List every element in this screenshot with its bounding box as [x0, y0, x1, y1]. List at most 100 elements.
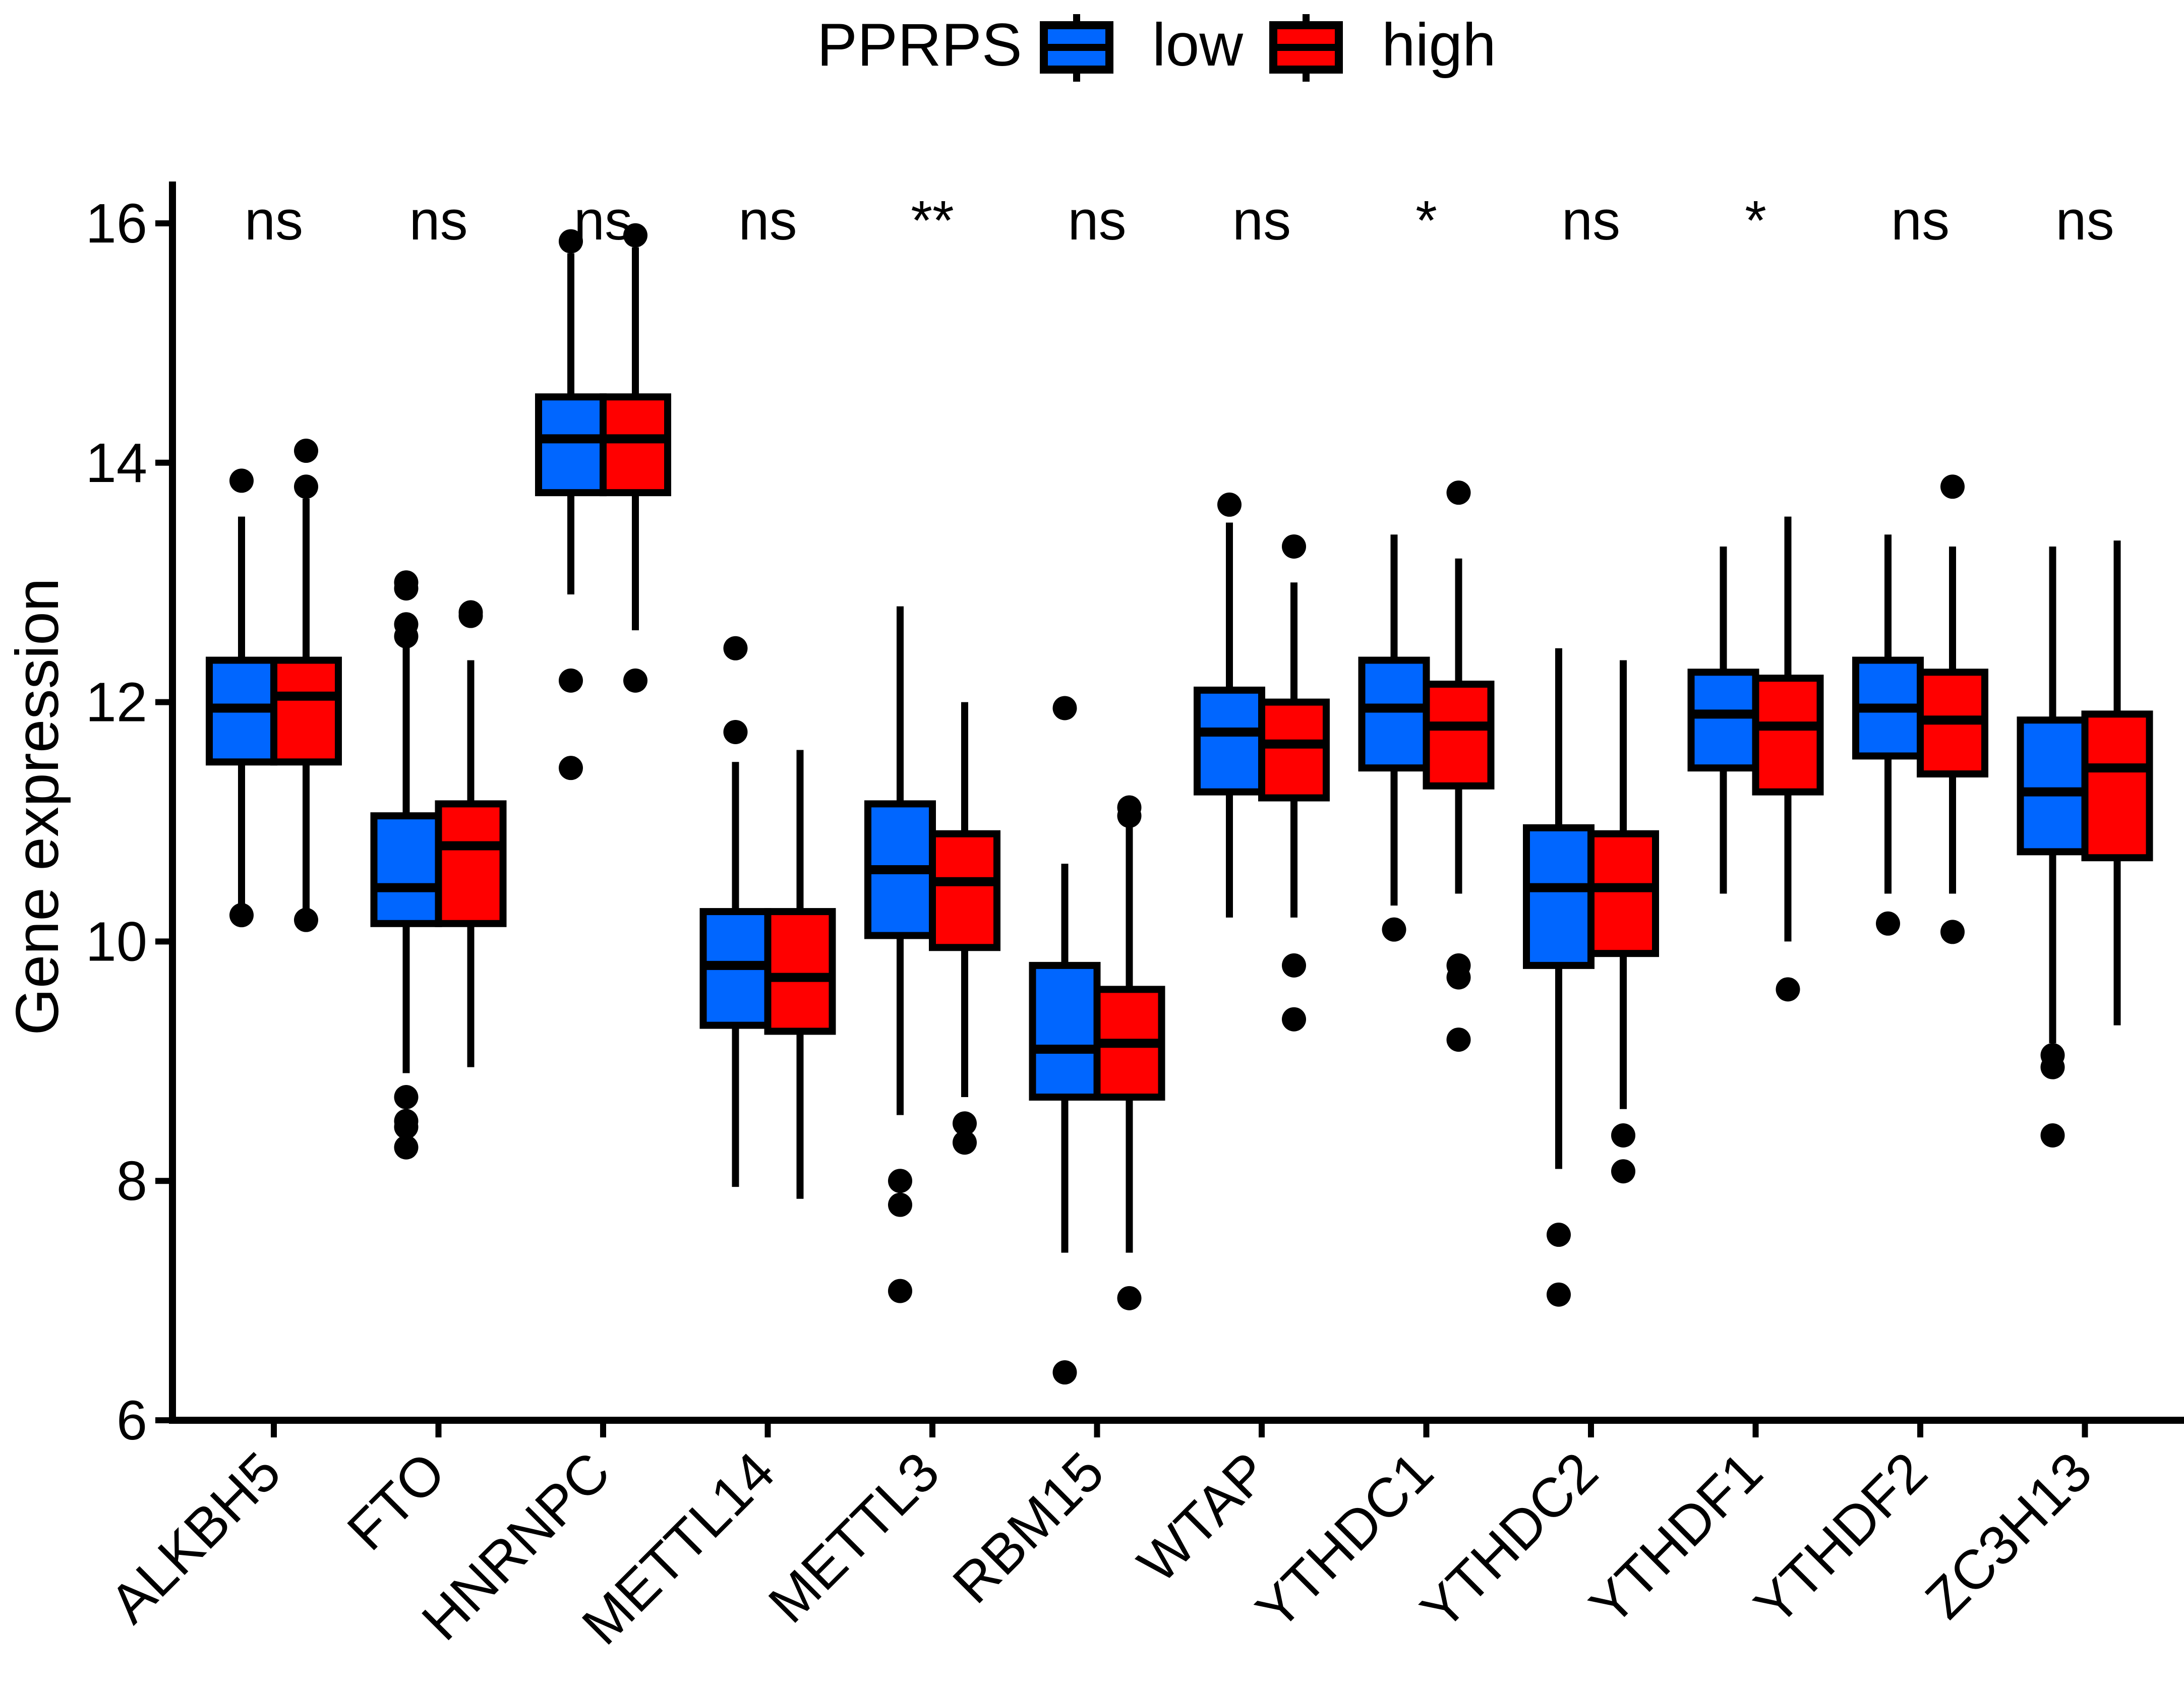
outlier-point-high: [1776, 977, 1800, 1002]
significance-label: *: [1415, 190, 1437, 252]
outlier-point-low: [394, 1135, 419, 1160]
outlier-point-low: [723, 636, 748, 660]
box-high: [270, 656, 342, 766]
outlier-point-high: [1282, 1007, 1306, 1032]
box-high: [764, 908, 836, 1035]
significance-label: ns: [409, 190, 467, 252]
outlier-point-low: [1876, 911, 1900, 936]
outlier-point-high: [1446, 1028, 1471, 1052]
x-tick-label: WTAP: [1126, 1440, 1280, 1595]
outlier-point-low: [1217, 492, 1242, 517]
significance-label: ns: [1068, 190, 1126, 252]
box-high: [2081, 710, 2153, 862]
significance-label: ns: [1891, 190, 1950, 252]
x-tick-label: YTHDF1: [1578, 1440, 1774, 1637]
outlier-point-high: [294, 474, 318, 499]
outlier-point-low: [888, 1192, 912, 1217]
box-high: [1423, 680, 1495, 790]
outlier-point-low: [394, 1115, 419, 1139]
outlier-point-high: [1940, 474, 1965, 499]
outlier-point-high: [1446, 480, 1471, 505]
y-tick-label: 6: [116, 1390, 147, 1452]
outlier-point-low: [1547, 1282, 1571, 1307]
outlier-point-high: [294, 908, 318, 932]
box-high: [1258, 698, 1330, 802]
legend-key-high: [1269, 14, 1343, 82]
significance-label: ns: [738, 190, 797, 252]
y-axis-title: Gene expression: [4, 578, 71, 1035]
x-tick-label: RBM15: [941, 1440, 1115, 1615]
x-tick-label: YTHDF2: [1742, 1440, 1938, 1637]
box-low: [1194, 686, 1265, 796]
significance-label: **: [911, 190, 954, 252]
box-low: [1029, 961, 1101, 1101]
x-tick-label: YTHDC2: [1409, 1440, 1610, 1641]
outlier-point-high: [1282, 534, 1306, 559]
significance-label: ns: [245, 190, 303, 252]
outlier-point-high: [1282, 953, 1306, 978]
significance-label: ns: [1232, 190, 1291, 252]
outlier-point-low: [2040, 1055, 2065, 1079]
outlier-point-high: [1940, 920, 1965, 944]
outlier-point-low: [1052, 696, 1077, 720]
outlier-point-low: [559, 756, 583, 780]
outlier-point-high: [623, 223, 647, 248]
box-high: [1752, 675, 1824, 796]
significance-label: *: [1745, 190, 1766, 252]
outlier-point-low: [1052, 1360, 1077, 1385]
outlier-point-low: [229, 468, 254, 493]
x-tick-label: FTO: [335, 1440, 457, 1562]
outlier-point-low: [1547, 1223, 1571, 1247]
x-tick-label: ALKBH5: [98, 1440, 292, 1635]
outlier-point-low: [1382, 917, 1406, 942]
outlier-point-low: [723, 719, 748, 744]
y-tick-label: 14: [86, 432, 147, 494]
outlier-point-high: [458, 604, 483, 628]
outlier-point-high: [1446, 965, 1471, 990]
outlier-point-high: [1611, 1159, 1635, 1184]
legend-title: PPRPS: [817, 11, 1022, 79]
box-low: [535, 393, 607, 497]
y-tick-label: 10: [86, 911, 147, 973]
y-tick-label: 8: [116, 1150, 147, 1212]
outlier-point-low: [559, 229, 583, 254]
box-high: [1587, 830, 1659, 957]
box-high: [929, 830, 1000, 951]
legend-key-low: [1040, 14, 1113, 82]
outlier-point-high: [1611, 1123, 1635, 1148]
outlier-point-high: [953, 1111, 977, 1136]
box-low: [1687, 669, 1759, 772]
box-high: [600, 393, 671, 497]
outlier-point-low: [888, 1279, 912, 1303]
x-tick-label: METTL3: [757, 1440, 951, 1635]
outlier-point-low: [229, 903, 254, 928]
outlier-point-low: [2040, 1123, 2065, 1148]
significance-label: ns: [574, 190, 632, 252]
outlier-point-low: [394, 576, 419, 601]
outlier-point-high: [623, 668, 647, 693]
outlier-point-high: [953, 1130, 977, 1155]
x-tick-label: YTHDC1: [1244, 1440, 1445, 1641]
plot-area: 6810121416ALKBH5nsFTOnsHNRNPCnsMETTL14ns…: [86, 182, 2184, 1656]
significance-label: ns: [1562, 190, 1620, 252]
outlier-point-low: [559, 668, 583, 693]
box-low: [1358, 656, 1430, 772]
outlier-point-low: [888, 1169, 912, 1193]
box-high: [435, 800, 507, 927]
x-tick-label: ZC3H13: [1914, 1440, 2104, 1631]
outlier-point-low: [394, 624, 419, 649]
outlier-point-high: [1117, 1286, 1142, 1310]
box-low: [2017, 716, 2089, 856]
box-low: [370, 812, 442, 927]
legend-label-low: low: [1152, 11, 1243, 79]
y-tick-label: 12: [86, 672, 147, 734]
outlier-point-high: [1117, 804, 1142, 828]
legend: PPRPS low high: [817, 11, 1496, 82]
outlier-point-high: [294, 439, 318, 463]
outlier-point-low: [394, 1085, 419, 1110]
y-tick-label: 16: [86, 193, 147, 255]
legend-label-high: high: [1382, 11, 1496, 79]
box-low: [1523, 824, 1595, 969]
significance-label: ns: [2055, 190, 2114, 252]
